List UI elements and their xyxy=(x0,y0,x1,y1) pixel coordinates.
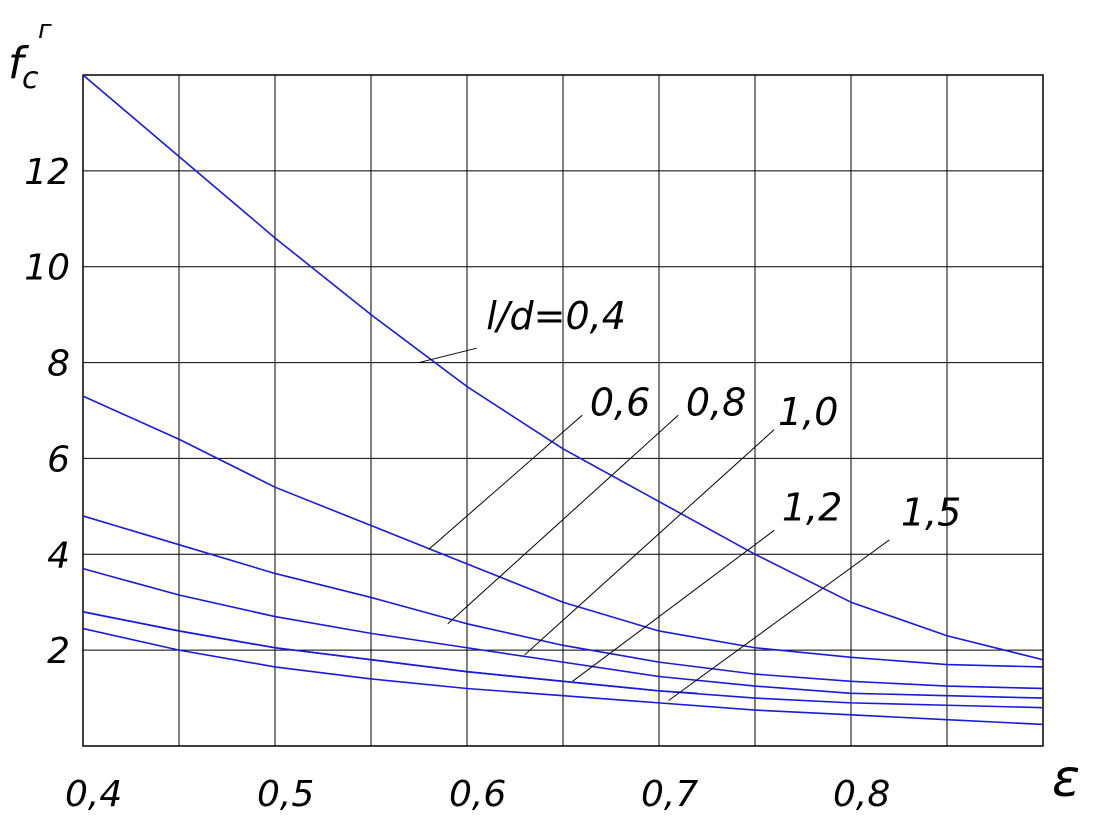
curve-label-2: 0,8 xyxy=(686,380,746,424)
series-line-6 xyxy=(82,611,698,695)
plot-frame xyxy=(82,74,1044,747)
series-line-1 xyxy=(82,395,1044,668)
series-line-2 xyxy=(82,515,1044,690)
x-tick-label-0: 0,4 xyxy=(65,774,122,815)
x-tick-label-4: 0,8 xyxy=(833,774,890,815)
leader-line-5 xyxy=(668,539,890,701)
curve-label-3: 1,0 xyxy=(778,390,838,434)
tick-labels: 0,4 0,5 0,6 0,7 0,8 2 4 6 8 10 12 xyxy=(24,152,890,815)
y-axis-label-sup: г xyxy=(38,15,52,45)
y-tick-label-0: 2 xyxy=(47,631,70,672)
series-line-3 xyxy=(82,567,1044,699)
x-tick-label-3: 0,7 xyxy=(641,774,698,815)
axis-titles: f c г ε xyxy=(8,15,1080,809)
leader-line-2 xyxy=(447,414,679,625)
y-tick-label-5: 12 xyxy=(24,152,70,193)
series-group xyxy=(82,74,1044,726)
curve-label-4: 1,2 xyxy=(782,486,842,530)
leader-line-1 xyxy=(428,414,583,550)
leader-line-3 xyxy=(524,429,775,656)
x-tick-label-2: 0,6 xyxy=(449,774,506,815)
plot-border xyxy=(82,74,1044,747)
y-tick-label-4: 10 xyxy=(24,248,70,289)
y-tick-label-1: 4 xyxy=(47,535,70,576)
x-axis-label: ε xyxy=(1052,749,1080,809)
y-axis-label-sub: c xyxy=(22,61,39,96)
curve-label-0: l/d=0,4 xyxy=(486,294,626,338)
series-line-0 xyxy=(82,74,1044,661)
curve-label-1: 0,6 xyxy=(590,380,650,424)
leader-lines xyxy=(418,347,890,701)
curve-labels: l/d=0,4 0,6 0,8 1,0 1,2 1,5 xyxy=(486,294,961,535)
y-tick-label-2: 6 xyxy=(47,439,70,480)
curve-label-5: 1,5 xyxy=(901,491,961,535)
series-line-5 xyxy=(82,627,1044,726)
leader-line-4 xyxy=(572,529,775,682)
leader-line-0 xyxy=(418,347,477,364)
x-tick-label-1: 0,5 xyxy=(257,774,314,815)
y-tick-label-3: 8 xyxy=(47,344,70,385)
